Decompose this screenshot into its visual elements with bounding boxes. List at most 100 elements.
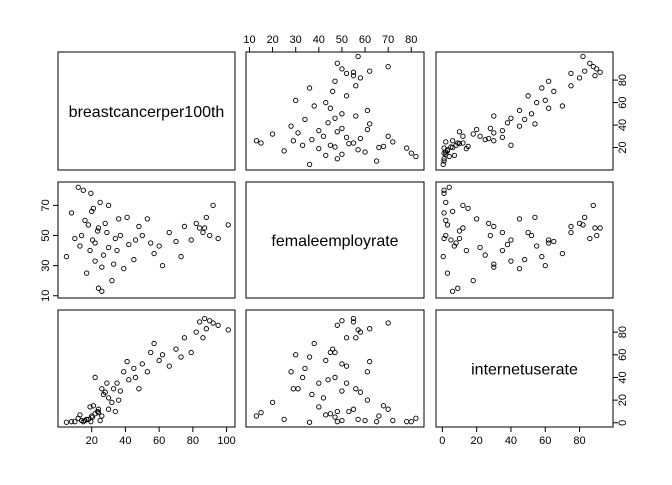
point <box>376 413 382 419</box>
variable-label: internetuserate <box>471 362 578 379</box>
point <box>114 247 120 254</box>
point <box>473 216 480 222</box>
point <box>92 374 98 381</box>
point <box>88 190 94 196</box>
point <box>449 144 456 151</box>
point <box>97 417 103 424</box>
point <box>196 319 203 325</box>
point <box>253 138 260 144</box>
point <box>302 116 308 123</box>
point <box>99 264 105 270</box>
point <box>203 326 209 332</box>
point <box>95 285 102 291</box>
point <box>63 419 70 425</box>
point <box>117 388 124 394</box>
point <box>332 78 338 84</box>
point <box>117 232 124 239</box>
point <box>390 139 396 145</box>
point <box>215 235 221 242</box>
point <box>367 358 373 365</box>
point <box>121 369 127 375</box>
x-tick-label: 50 <box>336 34 348 46</box>
point <box>455 285 461 291</box>
point <box>332 349 338 356</box>
x-tick-label: 70 <box>382 34 394 46</box>
point <box>82 217 88 224</box>
point <box>316 128 322 134</box>
point <box>200 335 206 341</box>
point <box>343 363 350 369</box>
point <box>112 408 118 415</box>
point <box>491 264 497 270</box>
point <box>380 403 387 409</box>
point <box>441 210 447 216</box>
panel-frame <box>57 51 236 171</box>
point <box>477 244 483 251</box>
point <box>332 144 338 150</box>
point <box>568 70 574 77</box>
point <box>95 406 102 412</box>
point <box>173 238 179 245</box>
point <box>486 135 492 142</box>
point <box>528 111 535 117</box>
point <box>355 53 361 60</box>
point <box>373 158 380 164</box>
point <box>542 262 548 269</box>
point <box>568 229 574 236</box>
point <box>546 78 552 84</box>
point <box>80 187 86 193</box>
point <box>413 415 419 421</box>
y-tick-label: 70 <box>40 199 52 211</box>
point <box>491 130 497 136</box>
point <box>210 320 216 326</box>
point <box>109 278 115 284</box>
point <box>373 419 380 425</box>
point <box>508 142 514 148</box>
point <box>330 88 336 94</box>
point <box>465 205 471 212</box>
point <box>63 253 70 260</box>
point <box>72 235 78 242</box>
point <box>334 129 340 135</box>
point <box>587 60 593 66</box>
panel-frame <box>245 51 425 171</box>
point <box>89 414 96 420</box>
point <box>551 238 557 245</box>
point <box>350 319 357 325</box>
x-tick-label: 80 <box>573 435 585 447</box>
point <box>77 243 83 249</box>
point <box>346 408 352 415</box>
point <box>316 404 322 410</box>
point <box>144 216 150 222</box>
point <box>306 161 313 168</box>
point <box>151 250 157 257</box>
point <box>441 156 447 162</box>
point <box>364 126 371 133</box>
point <box>339 417 345 424</box>
point <box>281 416 287 423</box>
point <box>460 133 466 139</box>
point <box>159 262 166 269</box>
point <box>487 232 494 239</box>
point <box>89 208 95 215</box>
point <box>327 142 334 148</box>
point <box>334 419 340 425</box>
point <box>306 354 313 360</box>
point <box>413 153 419 160</box>
point <box>193 329 199 335</box>
point <box>346 140 352 147</box>
point <box>470 131 476 137</box>
x-tick-label: 30 <box>290 34 302 46</box>
point <box>334 322 340 328</box>
point <box>446 153 452 160</box>
y-tick-label: 60 <box>617 349 629 361</box>
point <box>499 128 506 134</box>
point <box>546 240 552 246</box>
point <box>449 288 456 294</box>
point <box>139 361 145 367</box>
point <box>357 389 364 395</box>
point <box>576 75 583 81</box>
point <box>332 115 338 121</box>
point <box>188 349 194 356</box>
